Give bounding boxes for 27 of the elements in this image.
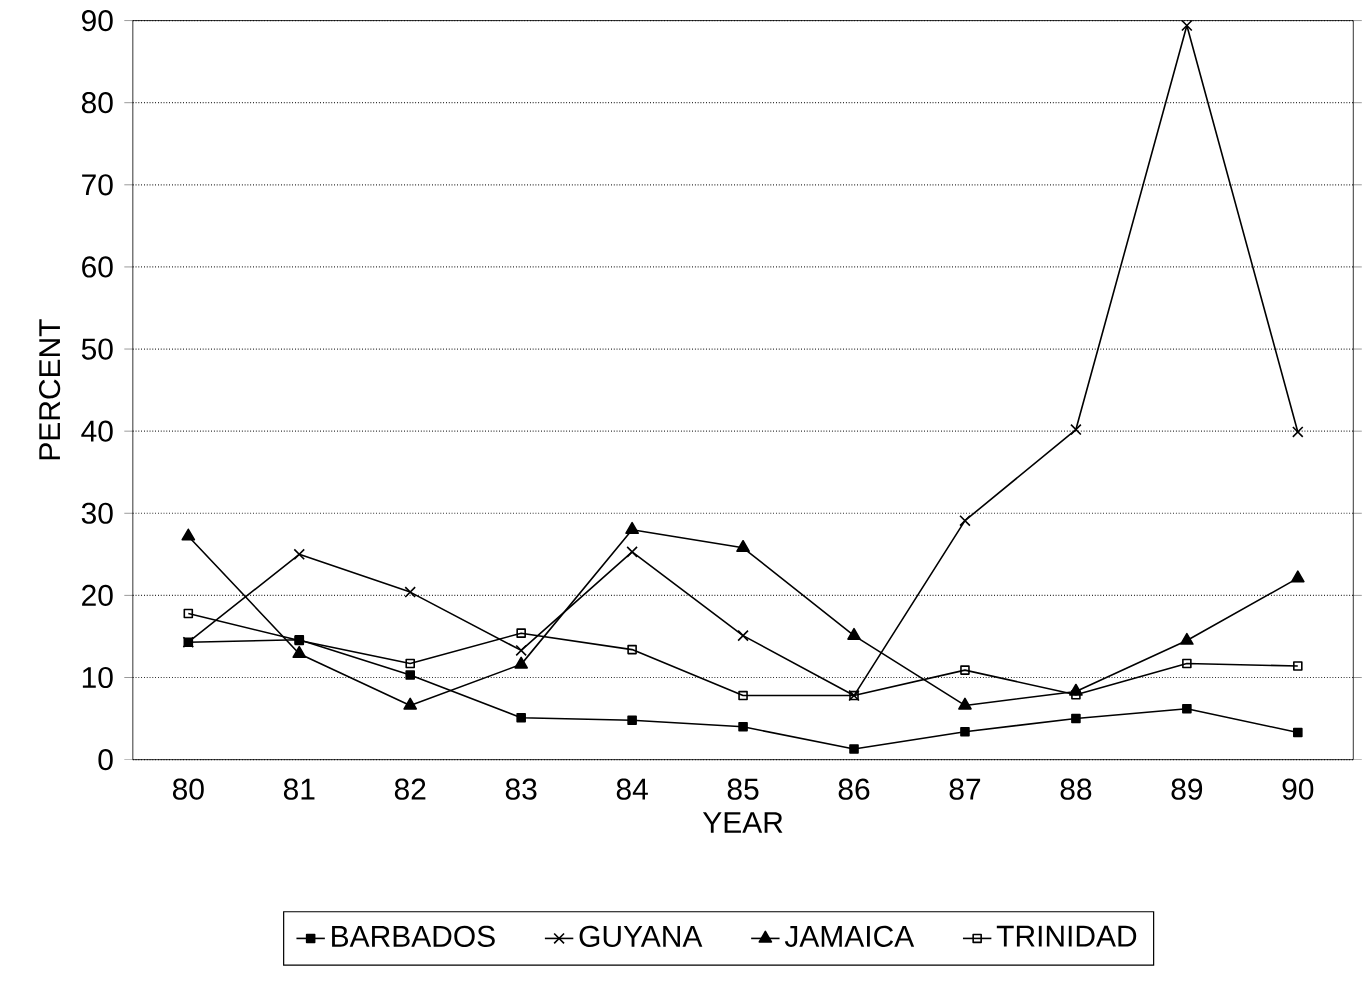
y-tick-label: 50 bbox=[81, 338, 113, 360]
x-tick-label: 86 bbox=[838, 778, 870, 800]
legend-label: BARBADOS bbox=[332, 925, 495, 947]
y-tick-label: 60 bbox=[82, 256, 113, 278]
x-tick-label: 84 bbox=[616, 778, 648, 800]
x-tick-label: 90 bbox=[1282, 778, 1314, 800]
x-tick-label: 85 bbox=[727, 778, 759, 800]
x-axis-title: YEAR bbox=[702, 811, 783, 833]
x-tick-label: 89 bbox=[1171, 778, 1203, 800]
legend-label: GUYANA bbox=[579, 925, 703, 947]
y-tick-label: 40 bbox=[81, 420, 113, 442]
y-tick-label: 10 bbox=[82, 666, 113, 688]
legend-label: JAMAICA bbox=[784, 925, 915, 947]
x-tick-label: 81 bbox=[283, 778, 315, 800]
y-axis-title: PERCENT bbox=[39, 319, 61, 460]
x-tick-label: 82 bbox=[394, 778, 426, 800]
y-tick-label: 0 bbox=[98, 748, 113, 771]
y-tick-label: 90 bbox=[82, 9, 113, 32]
x-tick-label: 83 bbox=[505, 778, 537, 800]
x-tick-label: 80 bbox=[172, 778, 204, 800]
y-tick-label: 20 bbox=[82, 584, 113, 606]
x-tick-label: 87 bbox=[949, 778, 981, 800]
y-tick-label: 80 bbox=[81, 91, 113, 114]
y-tick-label: 70 bbox=[82, 174, 113, 196]
legend-label: TRINIDAD bbox=[996, 925, 1137, 947]
x-tick-label: 88 bbox=[1060, 778, 1092, 800]
y-tick-label: 30 bbox=[81, 502, 113, 524]
